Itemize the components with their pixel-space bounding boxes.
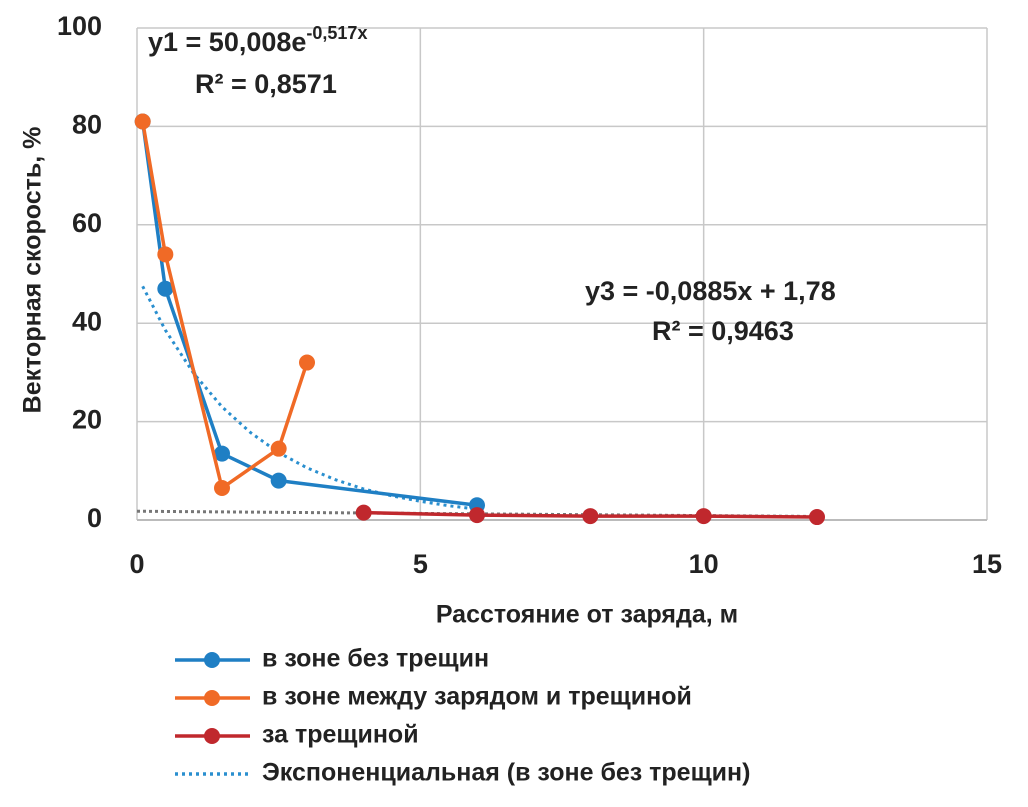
- series-line: [140, 121, 478, 507]
- y-tick-label: 40: [72, 306, 102, 336]
- legend-label: в зоне между зарядом и трещиной: [262, 683, 692, 711]
- x-axis-title: Расстояние от заряда, м: [436, 601, 738, 629]
- legend-marker: [204, 690, 220, 706]
- annotation-text: R² = 0,8571: [195, 69, 337, 99]
- y-tick-label: 100: [57, 11, 102, 41]
- x-tick-label: 10: [689, 549, 719, 579]
- legend-label: Экспоненциальная (в зоне без трещин): [262, 759, 750, 787]
- annotation-text: y3 = -0,0885x + 1,78: [585, 276, 836, 306]
- annotation-text: y1 = 50,008e: [148, 27, 306, 57]
- annotation: y3 = -0,0885x + 1,78: [585, 276, 836, 306]
- x-tick-label: 0: [129, 549, 144, 579]
- data-point: [355, 504, 372, 521]
- legend-marker: [204, 652, 220, 668]
- y-tick-label: 80: [72, 110, 102, 140]
- data-point: [157, 246, 174, 263]
- y-axis-title: Векторная скорость, %: [19, 127, 47, 414]
- annotation: R² = 0,9463: [652, 316, 794, 346]
- legend-label: за трещиной: [262, 721, 419, 749]
- data-point: [134, 113, 151, 130]
- x-tick-label: 15: [972, 549, 1002, 579]
- y-tick-label: 60: [72, 208, 102, 238]
- data-point: [809, 509, 825, 526]
- annotation-superscript: -0,517x: [306, 23, 367, 43]
- legend-label: в зоне без трещин: [262, 645, 489, 673]
- data-point: [214, 480, 230, 497]
- data-point: [270, 472, 287, 489]
- series-line: [141, 285, 478, 511]
- annotation-text: R² = 0,9463: [652, 316, 794, 346]
- legend-marker: [204, 728, 220, 744]
- x-tick-label: 5: [413, 549, 428, 579]
- data-point: [582, 508, 599, 525]
- data-point: [469, 507, 485, 524]
- data-point: [214, 445, 230, 462]
- data-point: [157, 280, 174, 297]
- data-point: [695, 508, 712, 525]
- data-point: [270, 440, 287, 457]
- series-line: [140, 121, 309, 490]
- y-tick-label: 0: [87, 503, 102, 533]
- annotation: R² = 0,8571: [195, 69, 337, 99]
- annotation: y1 = 50,008e-0,517x: [148, 23, 367, 57]
- data-point: [299, 354, 315, 371]
- y-tick-label: 20: [72, 405, 102, 435]
